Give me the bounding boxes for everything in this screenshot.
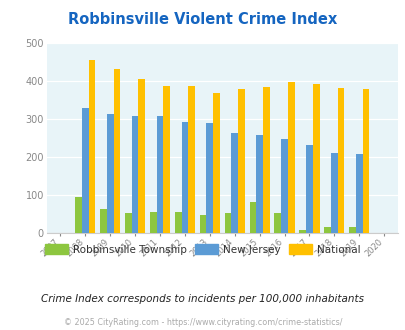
Bar xyxy=(249,202,256,233)
Bar xyxy=(149,212,156,233)
Legend: Robbinsville Township, New Jersey, National: Robbinsville Township, New Jersey, Natio… xyxy=(40,240,364,259)
Bar xyxy=(330,153,337,233)
Bar xyxy=(75,197,82,233)
Bar xyxy=(82,108,88,233)
Bar xyxy=(188,86,194,233)
Bar xyxy=(100,209,107,233)
Bar xyxy=(113,69,120,233)
Bar xyxy=(88,60,95,233)
Bar xyxy=(213,93,220,233)
Bar xyxy=(107,114,113,233)
Bar xyxy=(237,89,244,233)
Bar xyxy=(181,122,188,233)
Bar xyxy=(312,83,319,233)
Bar xyxy=(355,154,362,233)
Bar xyxy=(281,139,287,233)
Bar xyxy=(362,89,369,233)
Bar xyxy=(287,82,294,233)
Bar xyxy=(231,133,237,233)
Bar xyxy=(324,227,330,233)
Bar xyxy=(125,213,132,233)
Bar xyxy=(138,79,145,233)
Bar xyxy=(175,212,181,233)
Bar xyxy=(305,145,312,233)
Bar xyxy=(262,87,269,233)
Bar xyxy=(298,230,305,233)
Bar xyxy=(256,135,262,233)
Bar xyxy=(156,116,163,233)
Bar xyxy=(199,215,206,233)
Bar xyxy=(163,86,170,233)
Bar xyxy=(337,88,343,233)
Bar xyxy=(206,123,213,233)
Text: Crime Index corresponds to incidents per 100,000 inhabitants: Crime Index corresponds to incidents per… xyxy=(41,294,364,304)
Bar xyxy=(224,213,231,233)
Text: Robbinsville Violent Crime Index: Robbinsville Violent Crime Index xyxy=(68,12,337,26)
Text: © 2025 CityRating.com - https://www.cityrating.com/crime-statistics/: © 2025 CityRating.com - https://www.city… xyxy=(64,318,341,327)
Bar xyxy=(132,116,138,233)
Bar xyxy=(274,213,281,233)
Bar xyxy=(348,227,355,233)
